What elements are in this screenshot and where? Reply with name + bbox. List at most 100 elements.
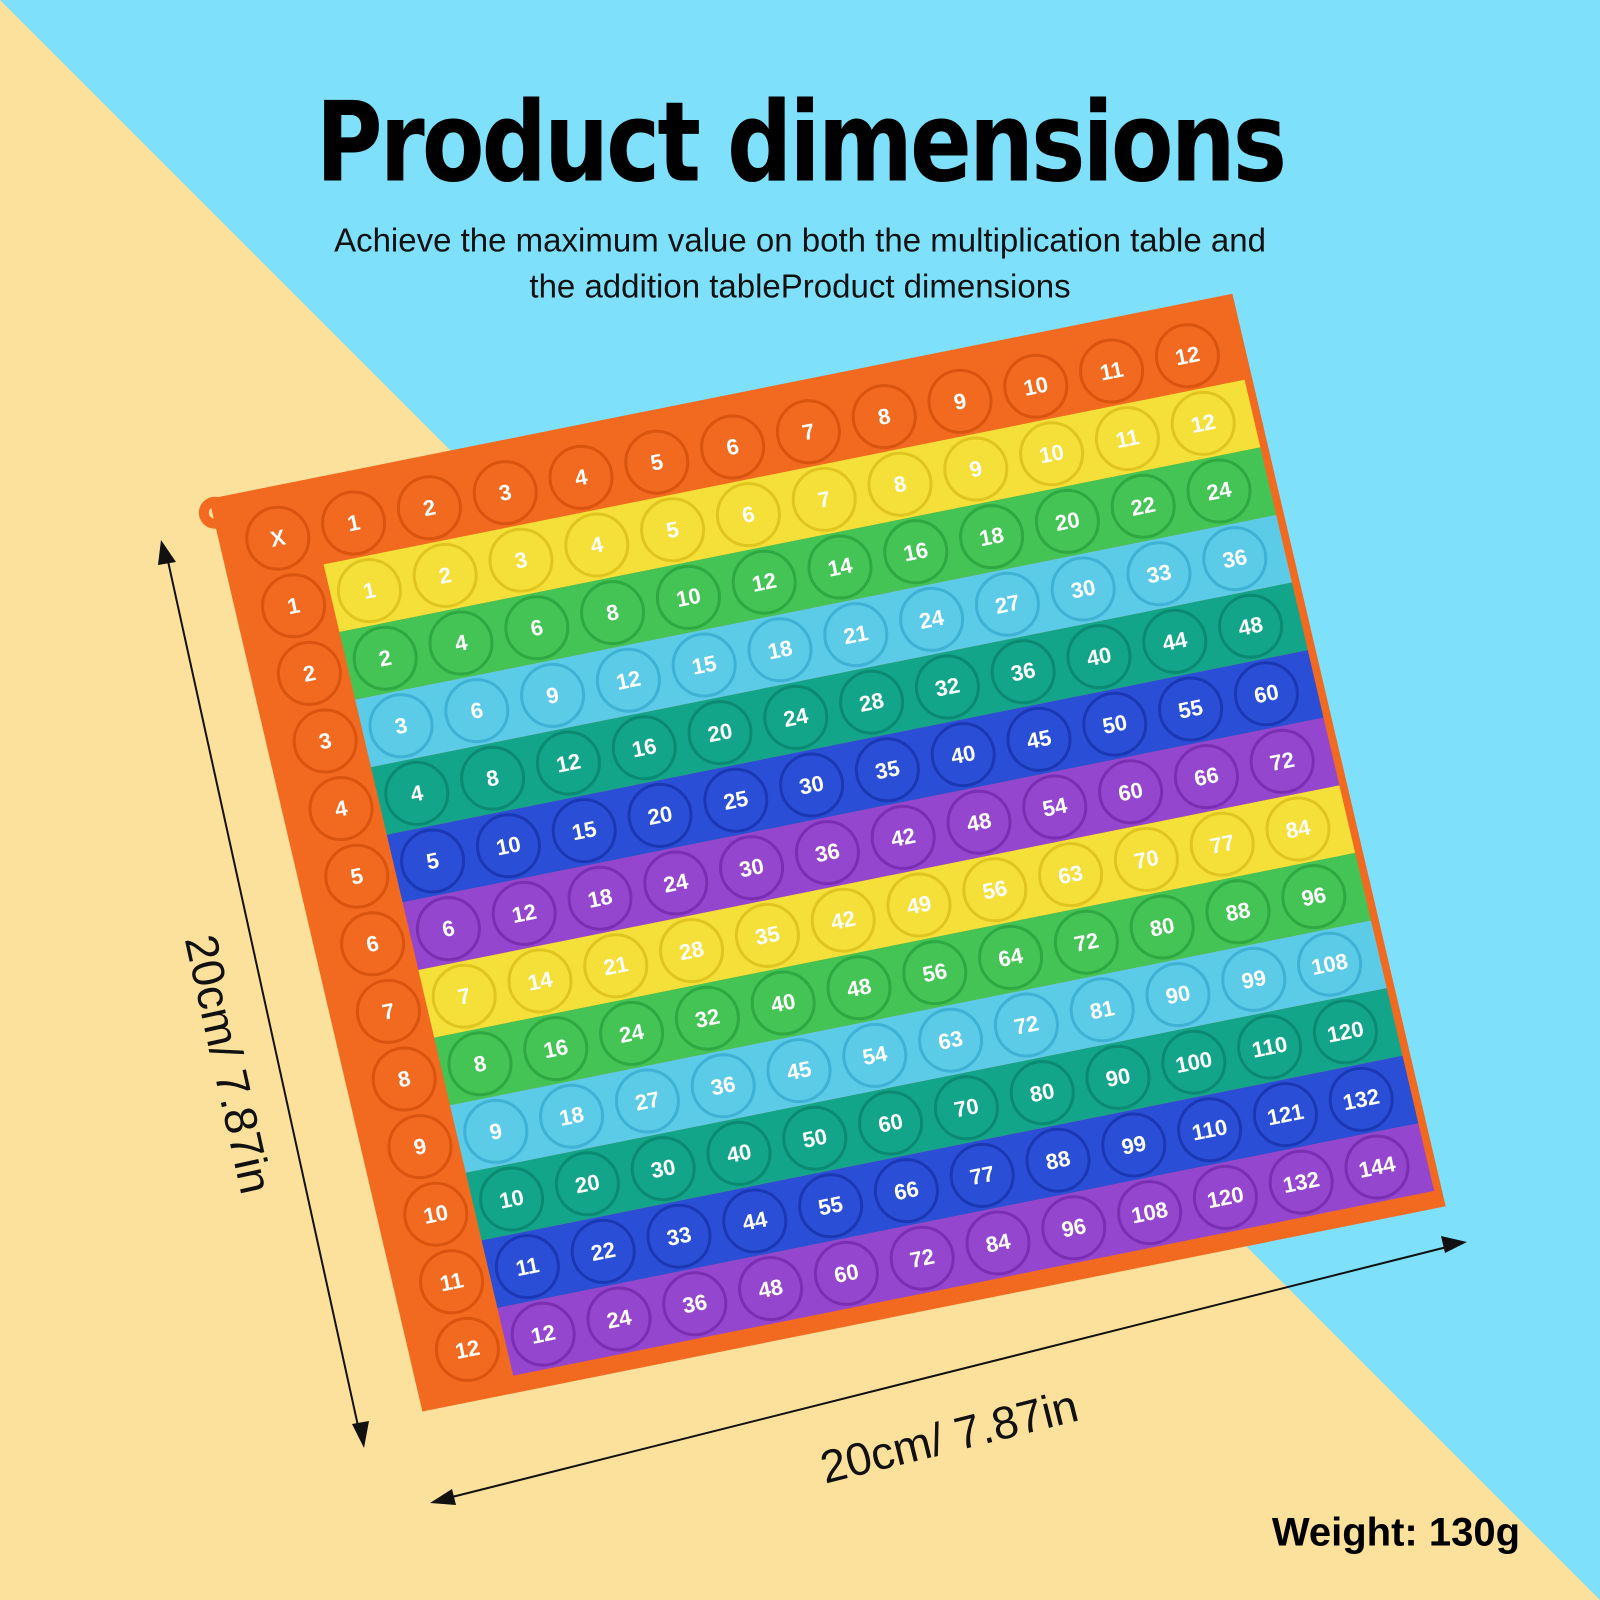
pop-bubble (624, 429, 690, 495)
pop-number: 21 (841, 620, 870, 649)
pop-number: 10 (494, 831, 523, 860)
pop-bubble (930, 722, 996, 788)
pop-number: 77 (1208, 830, 1237, 859)
pop-number: 56 (920, 958, 949, 987)
pop-number: 49 (905, 890, 934, 919)
pop-number: 72 (1268, 747, 1297, 776)
pop-bubble (1003, 353, 1069, 419)
pop-number: 6 (528, 614, 545, 641)
pop-bubble (567, 865, 633, 931)
arrow-head (158, 540, 176, 565)
pop-number: 24 (1205, 476, 1235, 505)
pop-bubble (854, 737, 920, 803)
pop-bubble (475, 813, 541, 879)
pop-bubble (867, 451, 933, 517)
pop-number: 36 (680, 1289, 709, 1318)
pop-number: 16 (630, 733, 659, 762)
pop-bubble (886, 872, 952, 938)
pop-number: 66 (892, 1176, 921, 1205)
pop-number: 5 (424, 848, 441, 875)
pop-bubble (965, 1210, 1031, 1276)
pop-number: 9 (952, 388, 969, 415)
pop-bubble (403, 1181, 469, 1247)
pop-bubble (586, 1286, 652, 1352)
pop-bubble (643, 850, 709, 916)
pop-number: 9 (967, 456, 984, 483)
pop-bubble (352, 625, 418, 691)
pop-number: 32 (933, 672, 962, 701)
pop-bubble (1053, 909, 1119, 975)
pop-number: 63 (1056, 860, 1085, 889)
pop-bubble (1186, 458, 1252, 524)
pop-bubble (1177, 1097, 1243, 1163)
pop-number: 90 (1104, 1063, 1133, 1092)
pop-bubble (782, 1105, 848, 1171)
pop-number: 60 (876, 1108, 905, 1137)
pop-bubble (978, 924, 1044, 990)
arrow-head (1441, 1236, 1467, 1253)
pop-bubble (1158, 676, 1224, 742)
pop-bubble (479, 1166, 545, 1232)
pop-bubble (463, 1098, 529, 1164)
pop-number: 10 (1037, 439, 1066, 468)
pop-bubble (1154, 323, 1220, 389)
pop-bubble (722, 1188, 788, 1254)
pop-number: 32 (693, 1004, 722, 1033)
pop-bubble (554, 1151, 620, 1217)
pop-number: 20 (706, 718, 735, 747)
pop-bubble (883, 519, 949, 585)
pop-number: 2 (421, 494, 438, 521)
pop-number: 12 (750, 568, 779, 597)
pop-number: 12 (453, 1335, 482, 1364)
pop-number: 88 (1224, 897, 1253, 926)
pop-bubble (488, 527, 554, 593)
pop-bubble (1173, 744, 1239, 810)
pop-number: 99 (1119, 1130, 1148, 1159)
pop-number: 40 (769, 988, 798, 1017)
pop-number: 60 (1116, 777, 1145, 806)
pop-bubble (1101, 1112, 1167, 1178)
pop-bubble (1006, 706, 1072, 772)
pop-bubble (731, 549, 797, 615)
pop-bubble (1170, 390, 1236, 456)
pop-number: 33 (665, 1222, 694, 1251)
pop-bubble (419, 1249, 485, 1315)
pop-bubble (873, 1158, 939, 1224)
pop-bubble (1344, 1134, 1410, 1200)
pop-number: 5 (348, 863, 365, 890)
dimension-line (165, 551, 361, 1436)
pop-bubble (949, 1142, 1015, 1208)
pop-number: 42 (829, 906, 858, 935)
pop-bubble (447, 1031, 513, 1097)
pop-bubble (763, 684, 829, 750)
pop-bubble (308, 776, 374, 842)
pop-bubble (1079, 338, 1145, 404)
pop-bubble (614, 1068, 680, 1134)
pop-number: 55 (816, 1191, 845, 1220)
pop-bubble (889, 1225, 955, 1291)
pop-number: 28 (677, 936, 706, 965)
pop-number: 44 (1160, 627, 1190, 656)
pop-bubble (444, 678, 510, 744)
pop-bubble (1192, 1164, 1258, 1230)
pop-bubble (415, 896, 481, 962)
pop-number: 42 (889, 823, 918, 852)
pop-bubble (870, 804, 936, 870)
pop-number: 8 (396, 1066, 413, 1093)
pop-number: 6 (468, 697, 485, 724)
pop-bubble (580, 580, 646, 646)
pop-bubble (355, 978, 421, 1044)
pop-bubble (472, 460, 538, 526)
pop-bubble (340, 911, 406, 977)
pop-bubble (535, 730, 601, 796)
pop-bubble (292, 708, 358, 774)
pop-bubble (946, 789, 1012, 855)
pop-bubble (276, 640, 342, 706)
pop-bubble (640, 497, 706, 563)
pop-bubble (1038, 842, 1104, 908)
pop-bubble (504, 595, 570, 661)
pop-bubble (368, 693, 434, 759)
pop-number: 35 (873, 755, 902, 784)
pop-bubble (321, 490, 387, 556)
